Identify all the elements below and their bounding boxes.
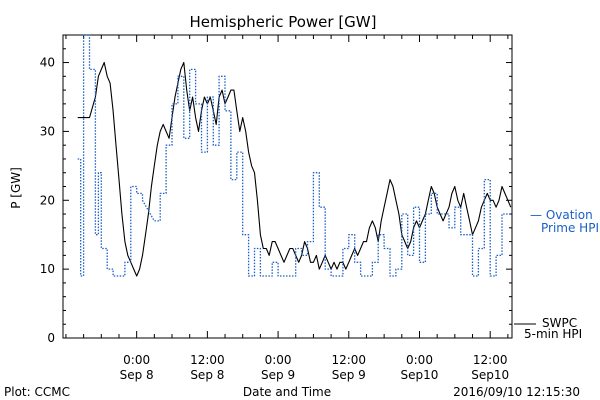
x-tick-label-date: Sep10 [471, 368, 509, 382]
x-tick-label-time: 0:00 [123, 353, 150, 367]
y-tick-label: 0 [47, 331, 55, 345]
x-tick-label-date: Sep 9 [332, 368, 366, 382]
x-tick-label-date: Sep 8 [190, 368, 224, 382]
chart-title: Hemispheric Power [GW] [190, 13, 377, 31]
x-tick-label-time: 0:00 [406, 353, 433, 367]
x-tick-label-time: 12:00 [473, 353, 508, 367]
series-line-ovation [77, 34, 511, 277]
x-tick-label-date: Sep 9 [261, 368, 295, 382]
footer-plot-credit: Plot: CCMC [4, 385, 70, 399]
legend-swpc-line1: SWPC [542, 316, 577, 330]
x-tick-label-time: 12:00 [331, 353, 366, 367]
legend-ovation-line1: — Ovation [530, 208, 593, 222]
legend-swpc-line2: 5-min HPI [524, 327, 582, 341]
footer-timestamp: 2016/09/10 12:15:30 [453, 385, 580, 399]
plot-frame [62, 34, 513, 339]
legend-ovation-line2: Prime HPI [541, 221, 599, 235]
y-tick-label: 10 [40, 262, 55, 276]
y-tick-label: 20 [40, 193, 55, 207]
x-tick-label-time: 12:00 [190, 353, 225, 367]
series-layer [77, 34, 512, 277]
x-tick-label-date: Sep10 [401, 368, 439, 382]
y-axis-label: P [GW] [9, 167, 23, 209]
x-tick-label-time: 0:00 [265, 353, 292, 367]
series-line-swpc [77, 61, 512, 277]
y-tick-label: 30 [40, 124, 55, 138]
x-tick-label-date: Sep 8 [120, 368, 154, 382]
y-axis-ticks: 0 10 20 30 40 [40, 48, 512, 345]
y-tick-label: 40 [40, 56, 55, 70]
x-axis-label: Date and Time [243, 385, 331, 399]
